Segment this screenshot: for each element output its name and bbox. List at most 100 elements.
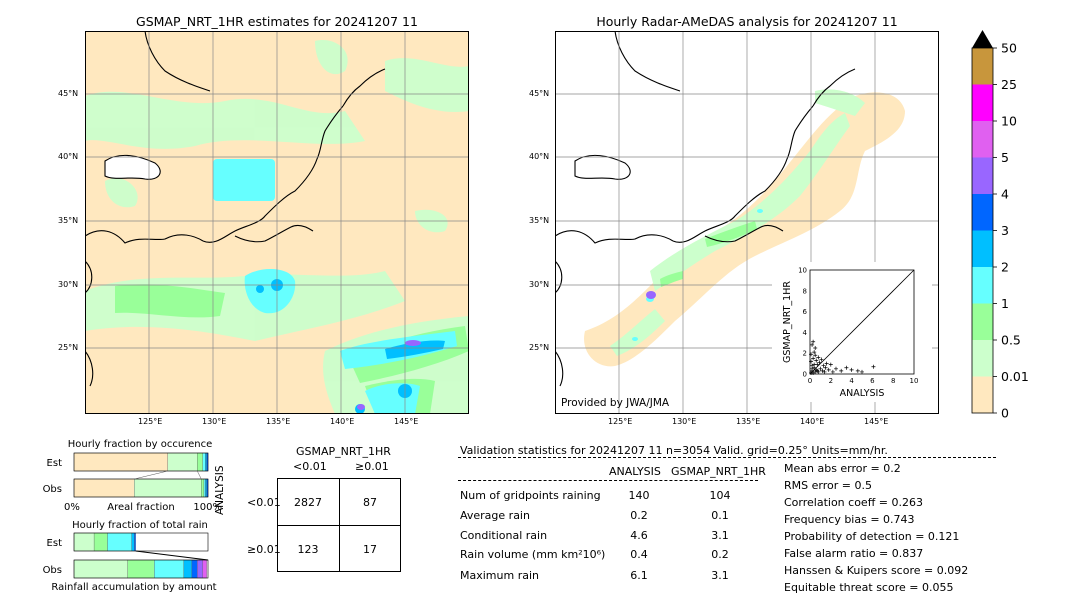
lat-label: 25°N (529, 343, 550, 352)
scatter-point (816, 355, 821, 360)
total-rain-bar-segment (107, 532, 132, 552)
occurrence-bar-frame (73, 452, 209, 472)
colorbar-segment (972, 303, 993, 340)
lon-label: 130°E (672, 417, 697, 426)
occurrence-bar-segment (201, 478, 205, 498)
scatter-point (812, 350, 817, 355)
validation-col-gsmap: GSMAP_NRT_1HR (671, 465, 766, 478)
occurrence-bar-frame (73, 478, 209, 498)
lat-label: 45°N (529, 89, 550, 98)
colorbar: 50 25 10 5 4 3 2 1 0.5 0.01 0 (971, 30, 1029, 421)
colorbar-label: 0.01 (1001, 369, 1029, 384)
right-radar-purple (646, 291, 656, 299)
colorbar-segment (972, 230, 993, 267)
colorbar-label: 3 (1001, 223, 1009, 238)
scatter-ytick: 6 (803, 308, 808, 316)
occurrence-bar-segment (73, 478, 135, 498)
occurrence-bar-segment (205, 478, 207, 498)
occurrence-bar-segment (197, 452, 203, 472)
right-radar-light (610, 89, 865, 356)
stat-analysis: 0.2 (630, 509, 648, 522)
scatter-ylabel: GSMAP_NRT_1HR (782, 281, 793, 363)
lat-label: 30°N (58, 280, 79, 289)
colorbar-over-arrow (972, 30, 993, 48)
contingency-row-axis: ANALYSIS (214, 465, 226, 515)
total-rain-bar-frame (73, 559, 209, 579)
score: Frequency bias = 0.743 (784, 513, 915, 526)
contingency-cell: 2827 (294, 496, 322, 509)
scatter-point (826, 367, 831, 372)
colorbar-segment (972, 84, 993, 121)
contingency-row-label: <0.01 (247, 496, 281, 509)
occurrence-bar-segment (134, 478, 202, 498)
scatter-xtick: 4 (849, 377, 854, 385)
occurrence-xtick: 100% (193, 502, 222, 513)
total-rain-bar-segment (191, 559, 198, 579)
colorbar-segment (972, 340, 993, 377)
scatter-point (811, 370, 816, 375)
scatter-point (823, 365, 828, 370)
radar-credit: Provided by JWA/JMA (561, 397, 670, 409)
total-rain-bar-category: Est (47, 538, 63, 549)
occurrence-connector (197, 470, 202, 480)
validation-header: Validation statistics for 20241207 11 n=… (460, 444, 888, 457)
scatter-inset: 0 2 4 6 8 10 0 2 4 6 8 10 ANALYSIS GSMAP_NRT_1HR (772, 262, 932, 402)
scatter-ytick: 0 (803, 371, 807, 379)
total-rain-bar-segment (73, 532, 95, 552)
left-rain-purple (357, 340, 421, 410)
scatter-point (815, 368, 820, 373)
lat-label: 35°N (529, 216, 550, 225)
scatter-point (821, 363, 826, 368)
scatter-ytick: 2 (803, 350, 807, 358)
left-map (85, 31, 469, 414)
total-rain-xlabel: Rainfall accumulation by amount (51, 582, 216, 593)
scatter-xtick: 10 (910, 377, 919, 385)
stat-gsmap: 3.1 (711, 529, 729, 542)
total-rain-bar-frame (73, 532, 209, 552)
contingency-cell: 87 (363, 496, 377, 509)
scatter-ytick: 10 (798, 267, 807, 275)
scatter-point (828, 362, 833, 367)
scatter-point (814, 358, 819, 363)
scatter-point (860, 369, 864, 374)
scatter-point (820, 368, 825, 373)
stat-analysis: 140 (628, 489, 650, 502)
score: False alarm ratio = 0.837 (784, 547, 924, 560)
stat-analysis: 0.4 (630, 548, 648, 561)
scatter-diagonal (809, 269, 915, 375)
scatter-xtick: 8 (891, 377, 895, 385)
left-map-title: GSMAP_NRT_1HR estimates for 20241207 11 (136, 14, 418, 29)
score: Probability of detection = 0.121 (784, 530, 960, 543)
scatter-point (810, 342, 815, 347)
occurrence-title: Hourly fraction by occurence (68, 439, 212, 450)
lat-label: 45°N (58, 89, 79, 98)
lon-label: 145°E (394, 417, 419, 426)
stat-gsmap: 3.1 (711, 569, 729, 582)
occurrence-bar-segment (167, 452, 198, 472)
colorbar-label: 0.5 (1001, 333, 1021, 348)
total-rain-connector (135, 550, 209, 561)
lat-label: 25°N (58, 343, 79, 352)
score: Hanssen & Kuipers score = 0.092 (784, 564, 969, 577)
colorbar-label: 2 (1001, 260, 1009, 275)
validation-col-analysis: ANALYSIS (609, 465, 661, 478)
total-rain-bar-segment (131, 532, 135, 552)
scatter-point (812, 362, 817, 367)
stat-label: Maximum rain (460, 569, 539, 582)
scatter-point (811, 339, 816, 344)
occurrence-bar-segment (202, 452, 206, 472)
left-coastlines (85, 31, 386, 387)
scatter-point (813, 353, 818, 358)
colorbar-segment (972, 48, 993, 85)
lon-label: 135°E (266, 417, 291, 426)
scatter-point (849, 367, 854, 372)
total-rain-bar-segment (197, 559, 203, 579)
scatter-xtick: 2 (829, 377, 833, 385)
stat-label: Rain volume (mm km²10⁶) (460, 548, 606, 561)
total-rain-bar-segment (127, 559, 155, 579)
total-rain-bar-segment (73, 559, 128, 579)
contingency-row-label: ≥0.01 (247, 543, 281, 556)
lat-label: 40°N (529, 152, 550, 161)
contingency-col-label: <0.01 (293, 460, 327, 473)
